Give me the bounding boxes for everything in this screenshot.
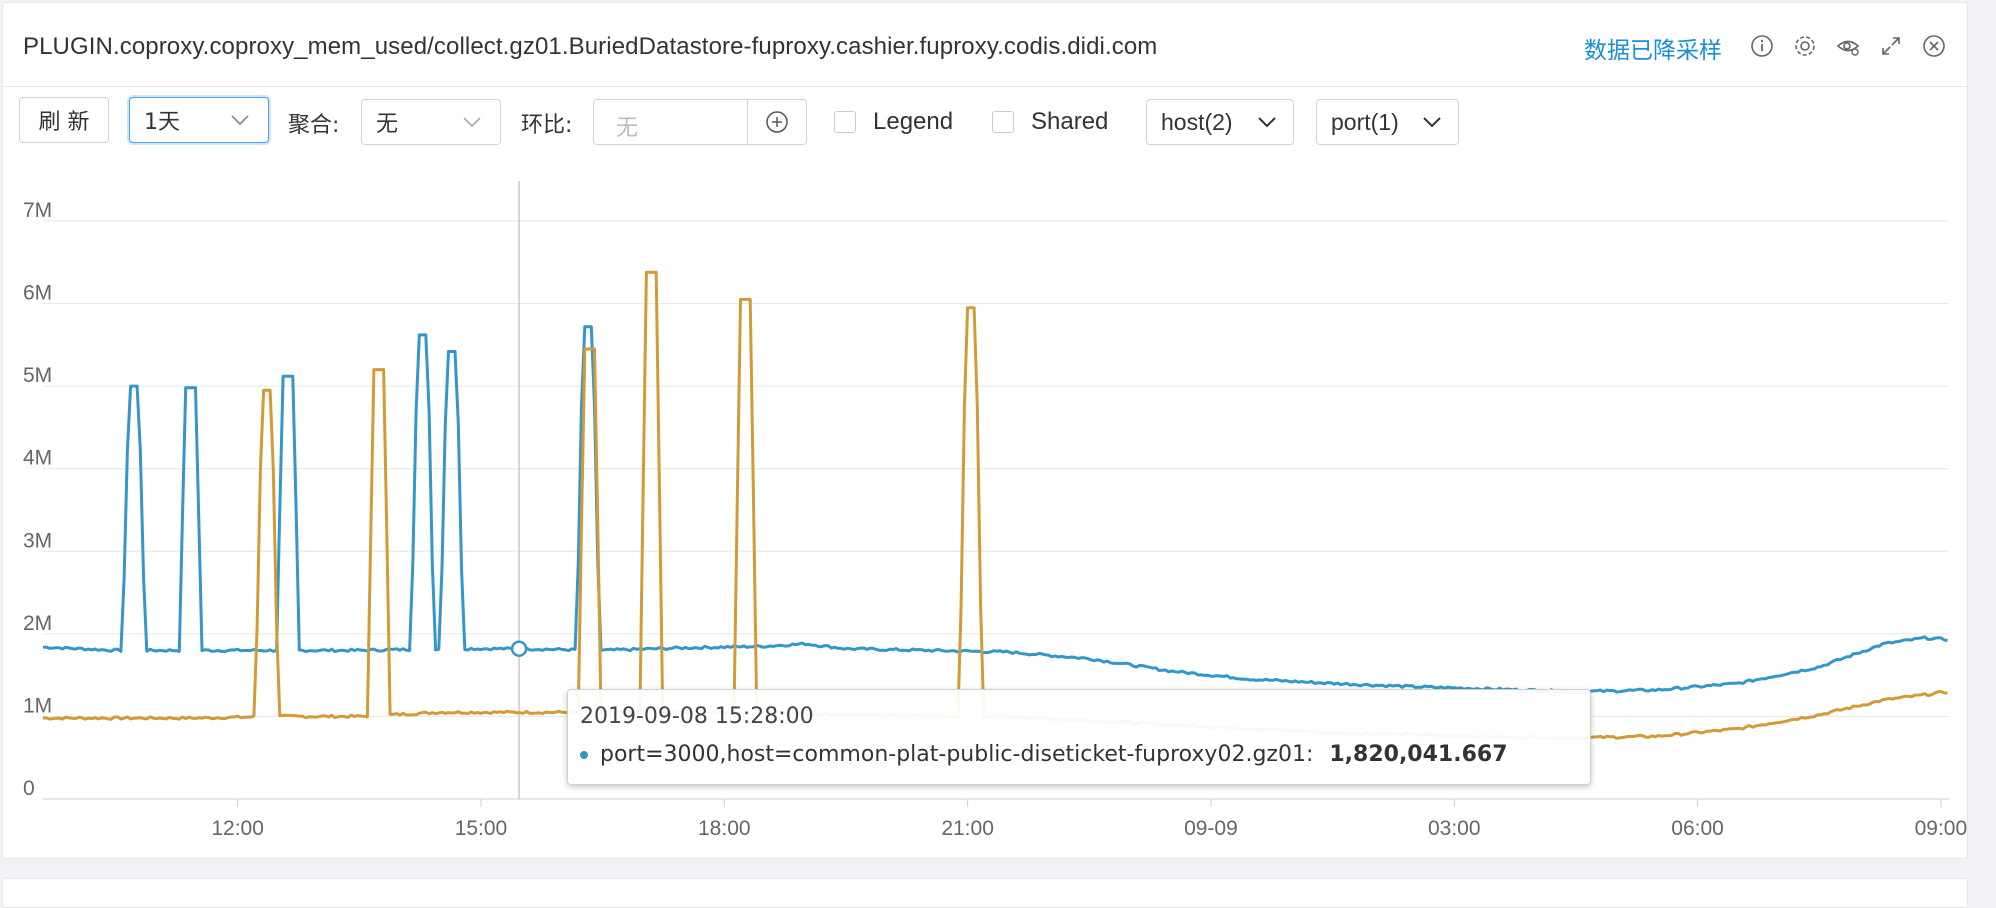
eye-settings-icon[interactable] (1835, 33, 1861, 59)
host-filter-value: host(2) (1161, 108, 1233, 135)
x-tick-label: 21:00 (941, 817, 994, 840)
x-tick-label: 09:00 (1915, 817, 1968, 840)
shared-checkbox-label: Shared (1031, 108, 1109, 135)
y-tick-label: 0 (23, 777, 35, 800)
chart-panel: PLUGIN.coproxy.coproxy_mem_used/collect.… (2, 2, 1968, 859)
compare-add-button[interactable] (747, 99, 807, 145)
x-tick-label: 18:00 (698, 817, 751, 840)
tooltip-series-label: port=3000,host=common-plat-public-diseti… (600, 742, 1314, 767)
chart-tooltip: 2019-09-08 15:28:00 port=3000,host=commo… (567, 689, 1591, 785)
expand-icon[interactable] (1878, 33, 1904, 59)
panel-title: PLUGIN.coproxy.coproxy_mem_used/collect.… (23, 33, 1158, 60)
x-tick-label: 09-09 (1184, 817, 1238, 840)
host-filter-select[interactable]: host(2) (1146, 99, 1294, 145)
close-icon[interactable] (1921, 33, 1947, 59)
shared-checkbox[interactable] (992, 111, 1014, 133)
chevron-down-icon (463, 117, 481, 128)
gear-icon[interactable] (1792, 33, 1818, 59)
y-tick-label: 3M (23, 529, 52, 552)
aggregate-label: 聚合: (288, 113, 340, 138)
next-panel (2, 878, 1968, 908)
tooltip-value: 1,820,041.667 (1329, 742, 1508, 767)
time-range-value: 1天 (144, 110, 180, 135)
aggregate-select[interactable]: 无 (361, 99, 501, 145)
time-range-select[interactable]: 1天 (129, 97, 269, 143)
y-tick-label: 5M (23, 364, 52, 387)
series-marker-icon (580, 750, 588, 759)
legend-checkbox[interactable] (834, 111, 856, 133)
chevron-down-icon (231, 115, 249, 126)
aggregate-value: 无 (376, 112, 399, 137)
y-tick-label: 1M (23, 694, 52, 717)
chevron-down-icon (1423, 117, 1441, 128)
y-tick-label: 4M (23, 447, 52, 470)
chevron-down-icon (1258, 117, 1276, 128)
refresh-button[interactable]: 刷 新 (19, 97, 109, 143)
x-tick-label: 15:00 (455, 817, 508, 840)
y-tick-label: 2M (23, 612, 52, 635)
x-tick-label: 03:00 (1428, 817, 1481, 840)
y-tick-label: 6M (23, 282, 52, 305)
tooltip-time: 2019-09-08 15:28:00 (580, 704, 814, 729)
tooltip-row: port=3000,host=common-plat-public-diseti… (580, 742, 1508, 767)
x-tick-label: 12:00 (211, 817, 264, 840)
y-tick-label: 7M (23, 199, 52, 222)
downsample-notice[interactable]: 数据已降采样 (1584, 38, 1722, 64)
legend-checkbox-label: Legend (873, 108, 954, 135)
plus-circle-icon (766, 111, 788, 133)
series-line-2 (42, 270, 1948, 741)
x-tick-label: 06:00 (1671, 817, 1724, 840)
line-chart[interactable]: 0 1M 2M 3M 4M 5M 6M 7M 12:00 15:00 18:00 21:00 09-09… (3, 163, 1969, 863)
info-icon[interactable] (1749, 33, 1775, 59)
series-line-1 (43, 325, 1948, 695)
compare-input[interactable]: 无 (593, 99, 748, 145)
port-filter-select[interactable]: port(1) (1316, 99, 1459, 145)
port-filter-value: port(1) (1331, 108, 1399, 135)
compare-label: 环比: (521, 113, 573, 138)
hover-marker (510, 640, 528, 657)
panel-header: PLUGIN.coproxy.coproxy_mem_used/collect.… (3, 3, 1967, 87)
